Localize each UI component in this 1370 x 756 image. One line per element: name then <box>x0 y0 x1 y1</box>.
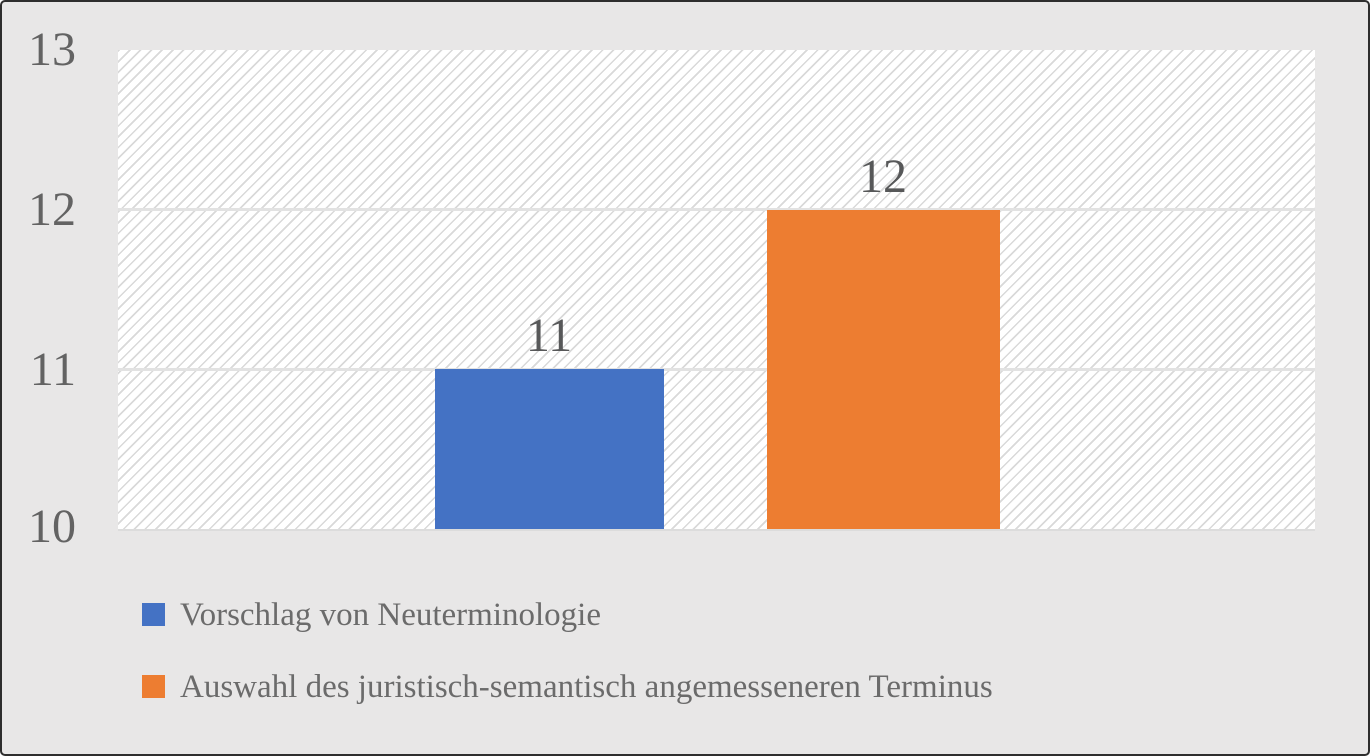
data-label-orange-bar: 12 <box>859 150 907 203</box>
legend-swatch-orange <box>142 674 165 698</box>
gridline-11 <box>118 368 1315 371</box>
data-label-blue-bar: 11 <box>525 309 573 362</box>
y-tick-10: 10 <box>28 500 76 553</box>
y-tick-11: 11 <box>29 343 76 396</box>
gridline-12 <box>118 208 1315 211</box>
y-tick-13: 13 <box>28 23 76 76</box>
plot-area: 11 12 <box>118 50 1315 531</box>
bar-vorschlag-von-neuterminologie <box>435 369 664 529</box>
legend-item-vorschlag: Vorschlag von Neuterminologie <box>142 596 601 633</box>
legend-label-vorschlag: Vorschlag von Neuterminologie <box>180 596 601 633</box>
bar-auswahl-terminus <box>767 210 1000 529</box>
legend-label-auswahl: Auswahl des juristisch-semantisch angeme… <box>180 668 993 705</box>
y-tick-12: 12 <box>28 183 76 236</box>
legend-item-auswahl: Auswahl des juristisch-semantisch angeme… <box>142 668 993 705</box>
legend-swatch-blue <box>142 602 165 626</box>
